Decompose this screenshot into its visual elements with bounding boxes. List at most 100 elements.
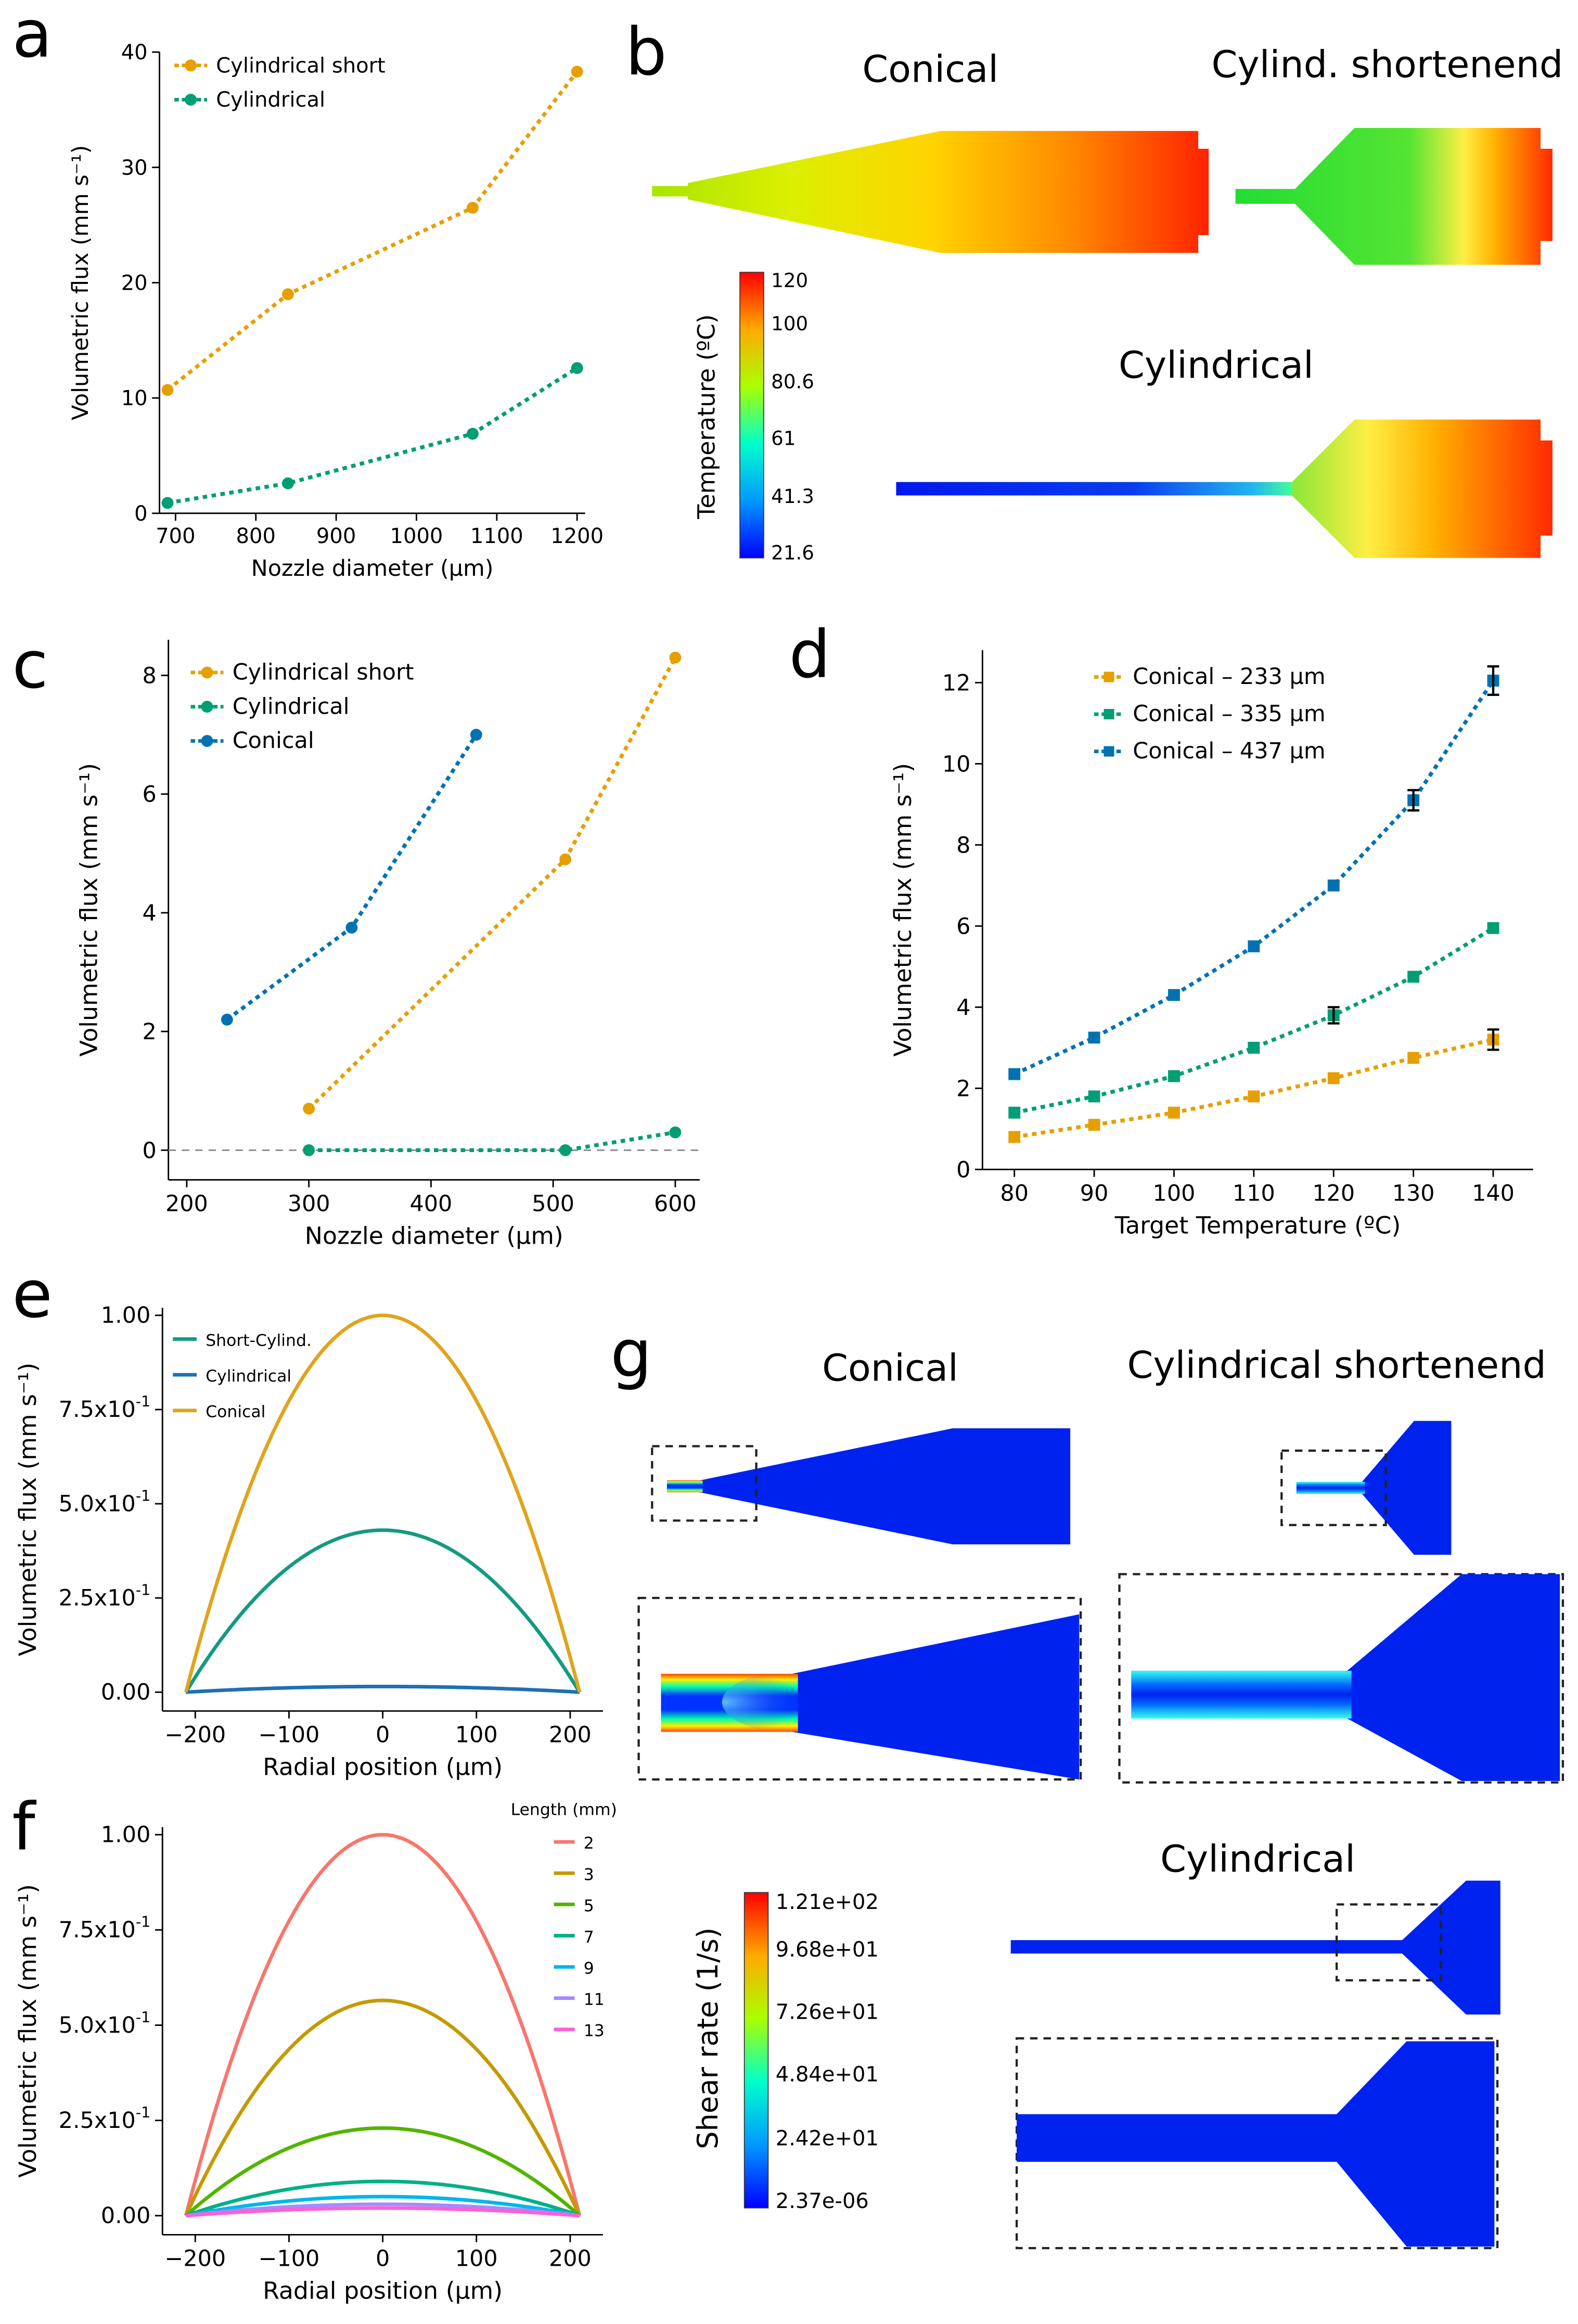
c-legend-marker	[201, 735, 213, 747]
g-colorbar-tick: 2.42e+01	[776, 2127, 879, 2151]
f-legend-label: 13	[584, 2022, 605, 2041]
a-y-tick-label: 10	[121, 386, 148, 410]
f-x-axis-label: Radial position (μm)	[263, 2277, 503, 2304]
b-colorbar-tick: 100	[771, 312, 808, 335]
panel-letter-a: a	[12, 0, 52, 72]
f-y-tick-label: 7.5x10-1	[59, 1913, 151, 1943]
g-conical-zoom-frame	[637, 1596, 1082, 1781]
a-y-axis-label: Volumetric flux (mm s⁻¹)	[68, 145, 94, 420]
b-title-cyl-short: Cylind. shortenend	[1211, 43, 1563, 86]
f-legend-title: Length (mm)	[511, 1801, 617, 1819]
g-cyl-short-channel	[1296, 1481, 1365, 1494]
g-cyl-short-zoom-frame	[1118, 1573, 1564, 1784]
d-x-axis-label: Target Temperature (ºC)	[1114, 1211, 1401, 1239]
panel-letter-d: d	[789, 616, 831, 692]
a-x-tick-label: 800	[236, 524, 276, 548]
a-x-tick-label: 700	[156, 524, 195, 548]
a-y-tick-label: 30	[121, 156, 148, 180]
d-x-tick-label: 100	[1153, 1180, 1196, 1206]
d-data-point	[1168, 1106, 1180, 1119]
f-series-line	[185, 2179, 581, 2218]
d-y-tick-label: 2	[956, 1076, 970, 1102]
panel-letter-b: b	[625, 14, 667, 90]
b-title-cyl: Cylindrical	[1119, 344, 1314, 387]
g-colorbar-ticks: 1.21e+02 9.68e+01 7.26e+01 4.84e+01 2.42…	[776, 1890, 879, 2213]
d-y-tick-label: 8	[956, 832, 970, 858]
panel-letter-e: e	[12, 1256, 52, 1332]
e-x-tick-label: −200	[164, 1722, 226, 1748]
a-x-tick-label: 900	[316, 524, 356, 548]
d-data-point	[1008, 1131, 1021, 1143]
d-data-point	[1088, 1090, 1100, 1103]
c-y-tick-label: 6	[143, 782, 157, 808]
g-colorbar-tick: 1.21e+02	[776, 1890, 879, 1914]
d-data-point	[1168, 1070, 1180, 1082]
c-legend-marker	[201, 666, 213, 679]
d-y-axis-label: Volumetric flux (mm s⁻¹)	[889, 763, 917, 1056]
c-x-tick-label: 600	[654, 1191, 697, 1217]
c-data-point	[669, 651, 682, 664]
a-data-point	[282, 288, 294, 301]
e-y-tick-base: 0.00	[101, 1680, 151, 1706]
d-x-tick-label: 120	[1312, 1180, 1355, 1206]
c-data-point	[559, 853, 572, 866]
d-y-tick-label: 10	[942, 751, 971, 777]
f-y-tick-exp: -1	[136, 1913, 151, 1931]
d-x-tick-label: 80	[1000, 1180, 1029, 1206]
chart-c: 200 300 400 500 600 0 2 4 6 8 Nozzle diameter (μm)…	[75, 639, 700, 1249]
g-conical-zoom-glow	[722, 1669, 886, 1735]
f-y-tick-label: 2.5x10-1	[59, 2103, 151, 2134]
d-data-point	[1248, 1041, 1260, 1054]
d-data-point	[1088, 1031, 1100, 1044]
g-colorbar-tick: 4.84e+01	[776, 2063, 879, 2087]
a-x-tick-label: 1000	[390, 524, 443, 548]
a-y-tick-label: 20	[121, 271, 148, 295]
a-data-point	[467, 428, 479, 440]
d-x-tick-label: 130	[1392, 1180, 1435, 1206]
f-y-tick-label: 5.0x10-1	[59, 2008, 151, 2038]
g-conical-overview	[666, 1428, 1071, 1545]
f-y-tick-base: 1.00	[101, 1822, 151, 1848]
panel-letter-c: c	[12, 627, 48, 703]
e-x-tick-label: 200	[549, 1722, 592, 1748]
c-y-tick-label: 4	[143, 900, 157, 926]
f-legend-label: 11	[584, 1991, 605, 2009]
d-series-line	[1014, 1038, 1494, 1139]
b-colorbar-tick: 120	[771, 269, 808, 292]
e-y-tick-exp: -1	[136, 1487, 151, 1504]
d-y-tick-label: 6	[956, 913, 970, 939]
b-colorbar-tick: 80.6	[771, 370, 814, 393]
b-colorbar-tick: 41.3	[771, 485, 814, 508]
g-title-cyl: Cylindrical	[1160, 1837, 1355, 1880]
d-x-tick-label: 140	[1472, 1180, 1515, 1206]
b-cyl-short-temperature-map	[1235, 127, 1553, 265]
g-colorbar-tick: 7.26e+01	[776, 2000, 879, 2024]
d-y-tick-label: 12	[942, 670, 971, 696]
d-data-point	[1248, 940, 1260, 952]
panel-letter-f: f	[12, 1789, 36, 1865]
e-y-tick-base: 2.5x10	[59, 1585, 136, 1611]
e-y-tick-label: 5.0x10-1	[59, 1487, 151, 1517]
c-x-tick-label: 400	[409, 1191, 452, 1217]
c-legend-label: Cylindrical short	[233, 660, 414, 686]
f-legend-label: 9	[584, 1959, 594, 1978]
b-title-conical: Conical	[862, 47, 998, 91]
c-x-tick-label: 200	[165, 1191, 208, 1217]
c-x-tick-label: 300	[288, 1191, 330, 1217]
f-series-line	[184, 1832, 582, 2216]
panel-b: Conical Cylind. shortenend Cylindrical 1…	[652, 43, 1563, 564]
d-data-point	[1327, 1072, 1340, 1084]
chart-f: −200 −100 0 100 2000.002.5x10-15.0x10-17.5x1…	[14, 1801, 617, 2305]
a-data-point	[571, 66, 583, 78]
f-series-line	[185, 2126, 581, 2217]
c-data-point	[221, 1013, 233, 1026]
c-legend-label: Conical	[233, 728, 314, 754]
a-data-point	[161, 384, 174, 396]
a-series-line	[167, 366, 579, 505]
e-y-tick-exp: -1	[136, 1392, 151, 1410]
c-y-axis-label: Volumetric flux (mm s⁻¹)	[75, 763, 102, 1056]
c-x-tick-label: 500	[532, 1191, 574, 1217]
d-legend-label: Conical – 437 μm	[1133, 738, 1325, 764]
a-data-point	[467, 201, 479, 214]
b-colorbar-ticks: 120 100 80.6 61 41.3 21.6	[771, 269, 814, 564]
